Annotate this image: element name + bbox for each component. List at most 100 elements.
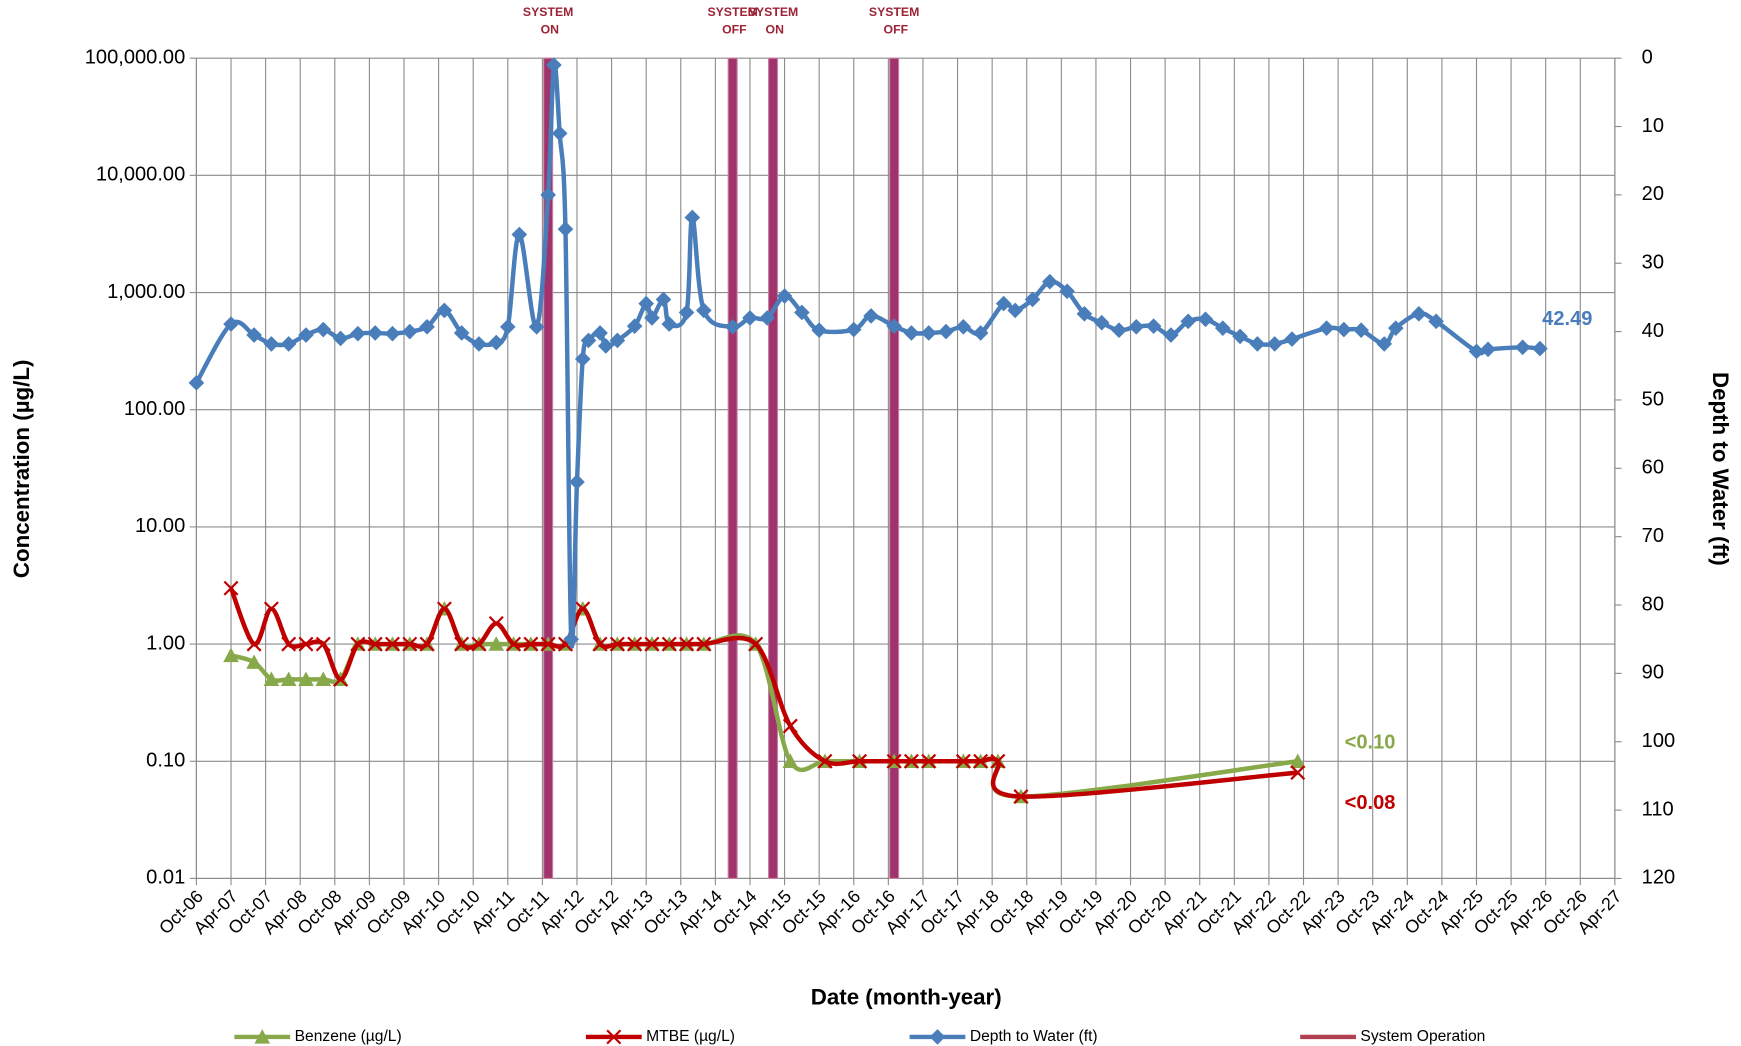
- marker: [1076, 306, 1093, 322]
- y2-tick-label: 100: [1642, 730, 1676, 752]
- marker: [1290, 765, 1306, 781]
- marker: [592, 636, 608, 652]
- marker: [1428, 313, 1444, 330]
- marker: [1514, 339, 1531, 356]
- marker: [627, 636, 643, 652]
- marker: [684, 209, 701, 226]
- marker: [1197, 311, 1214, 328]
- marker: [1266, 336, 1283, 352]
- marker: [1284, 331, 1300, 347]
- marker: [903, 753, 919, 769]
- value-label: <0.10: [1345, 732, 1396, 754]
- marker: [644, 636, 660, 652]
- marker: [471, 336, 487, 352]
- marker: [817, 753, 833, 769]
- marker: [811, 322, 827, 339]
- y2-tick-label: 60: [1642, 457, 1664, 479]
- marker: [402, 636, 418, 652]
- system-operation-bar: [543, 57, 554, 880]
- y2-axis-title: Depth to Water (ft): [1708, 372, 1733, 566]
- marker: [575, 601, 591, 617]
- marker: [759, 310, 776, 326]
- marker: [1059, 283, 1075, 300]
- marker: [1480, 341, 1496, 358]
- y2-tick-label: 10: [1642, 115, 1664, 137]
- marker: [1163, 327, 1179, 343]
- marker: [263, 336, 280, 352]
- marker: [644, 310, 660, 326]
- marker: [488, 615, 504, 631]
- system-label: SYSTEM ON: [523, 5, 573, 37]
- marker: [540, 636, 556, 652]
- y-tick-label: 10.00: [135, 515, 185, 537]
- marker: [315, 671, 332, 687]
- y2-tick-label: 110: [1642, 798, 1674, 820]
- legend-label: Benzene (µg/L): [295, 1028, 402, 1045]
- marker: [254, 1029, 271, 1044]
- marker: [678, 304, 695, 321]
- marker: [1411, 306, 1427, 322]
- y2-tick-label: 30: [1642, 252, 1664, 274]
- marker: [845, 321, 862, 338]
- marker: [188, 375, 205, 391]
- marker: [223, 580, 239, 596]
- marker: [1214, 320, 1231, 336]
- marker: [929, 1029, 946, 1045]
- y2-tick-label: 0: [1642, 46, 1653, 68]
- series-line: [228, 587, 1298, 799]
- y2-tick-label: 20: [1642, 183, 1664, 205]
- marker: [1111, 322, 1127, 339]
- y-tick-label: 100.00: [124, 398, 185, 420]
- marker: [401, 323, 418, 340]
- marker: [1468, 343, 1485, 360]
- y2-tick-label: 90: [1642, 662, 1664, 684]
- marker: [523, 636, 539, 652]
- marker: [263, 601, 279, 617]
- marker: [488, 334, 505, 351]
- marker: [551, 125, 568, 142]
- system-label: SYSTEM ON: [748, 5, 798, 37]
- marker: [609, 332, 626, 349]
- marker: [1387, 320, 1404, 336]
- marker: [598, 338, 614, 354]
- marker: [263, 671, 280, 687]
- marker: [350, 325, 366, 342]
- marker: [782, 753, 799, 768]
- marker: [606, 1029, 622, 1045]
- marker: [1249, 336, 1266, 352]
- marker: [367, 325, 383, 341]
- marker: [1353, 322, 1369, 339]
- y-tick-label: 1.00: [146, 632, 185, 654]
- marker: [546, 57, 562, 73]
- y2-tick-label: 50: [1642, 388, 1664, 410]
- marker: [592, 325, 608, 341]
- marker: [384, 325, 401, 342]
- marker: [782, 718, 798, 734]
- marker: [696, 636, 712, 652]
- marker: [499, 319, 516, 335]
- marker: [679, 636, 695, 652]
- marker: [298, 327, 314, 343]
- system-label: SYSTEM OFF: [869, 5, 919, 37]
- y2-tick-label: 120: [1642, 867, 1676, 889]
- y-tick-label: 10,000.00: [96, 164, 185, 186]
- y-axis-title: Concentration (µg/L): [9, 360, 34, 579]
- marker: [1232, 328, 1248, 345]
- marker: [863, 308, 879, 324]
- marker: [655, 291, 672, 308]
- marker: [1007, 302, 1024, 319]
- marker: [511, 226, 528, 243]
- y-tick-label: 1,000.00: [107, 281, 185, 303]
- marker: [453, 325, 470, 341]
- system-operation-bar: [889, 57, 900, 880]
- marker: [1013, 789, 1029, 805]
- marker: [315, 636, 331, 652]
- marker: [246, 654, 262, 669]
- marker: [938, 323, 954, 340]
- marker: [280, 671, 297, 687]
- marker: [661, 636, 677, 652]
- marker: [528, 319, 545, 335]
- marker: [1336, 321, 1352, 338]
- marker: [298, 636, 314, 652]
